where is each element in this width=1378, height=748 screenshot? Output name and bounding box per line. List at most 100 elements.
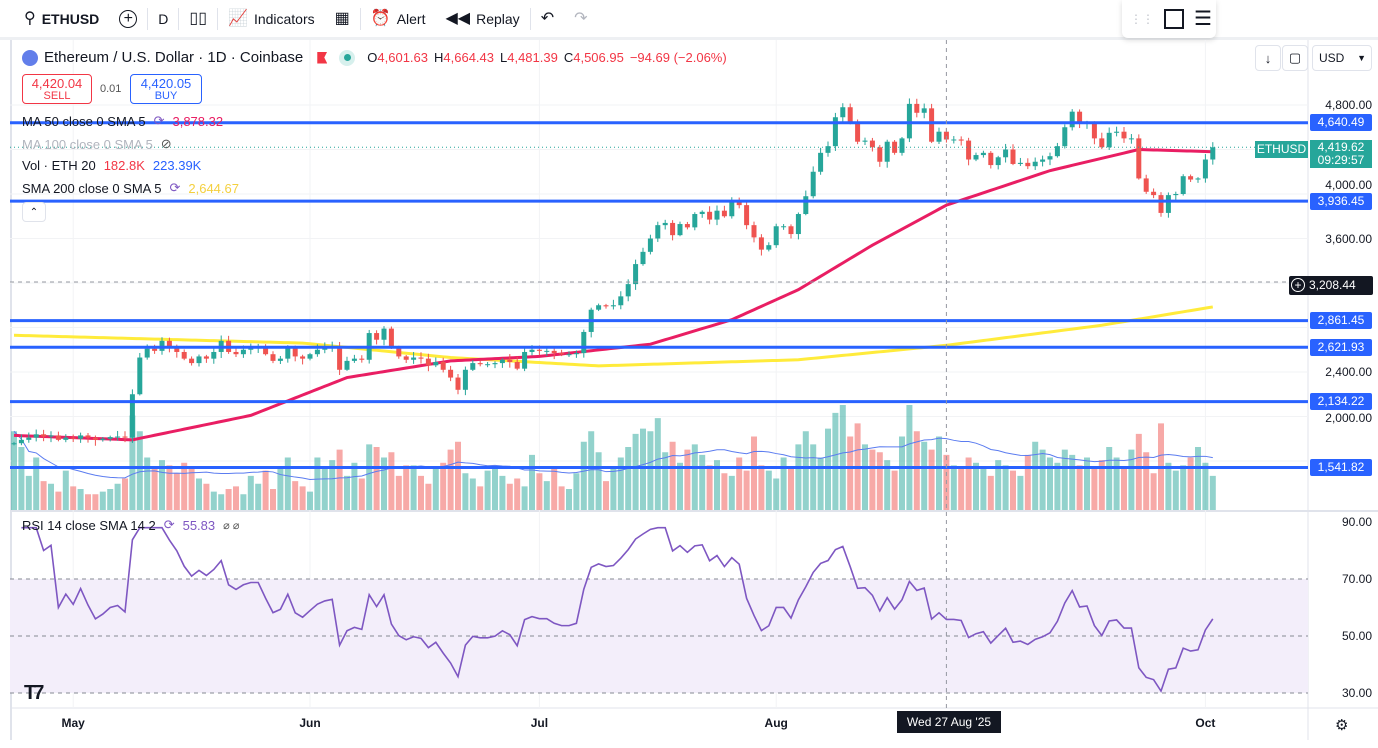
volume-bar — [1017, 475, 1024, 510]
chart-type-button[interactable]: ▯▯ — [179, 3, 217, 35]
candle-body — [573, 353, 579, 355]
volume-bar — [817, 457, 824, 510]
candle-body — [773, 226, 779, 246]
candle — [137, 352, 143, 396]
flag-icon[interactable] — [317, 51, 328, 64]
ohlc-values: O4,601.63 H4,664.43 L4,481.39 C4,506.95 … — [367, 50, 726, 65]
candle-body — [92, 437, 98, 440]
volume-bar — [284, 457, 291, 510]
sell-button[interactable]: 4,420.04 SELL — [22, 74, 92, 104]
candle-body — [943, 131, 949, 140]
candle — [433, 357, 439, 368]
volume-legend[interactable]: Vol · ETH 20 182.8K 223.39K — [22, 158, 201, 173]
sma200-legend[interactable]: SMA 200 close 0 SMA 5 ⟳ 2,644.67 — [22, 180, 239, 196]
volume-bar — [62, 470, 69, 510]
candle — [11, 441, 17, 446]
candle — [33, 429, 39, 442]
candle — [166, 337, 172, 353]
symbol-label: ETHUSD — [41, 10, 100, 27]
candle — [995, 155, 1001, 170]
candle-body — [129, 394, 135, 438]
candle-body — [751, 225, 757, 238]
candle — [115, 430, 121, 441]
candle — [1106, 127, 1112, 150]
replay-button[interactable]: ◀◀ Replay — [435, 3, 529, 35]
alarm-icon: ⏰ — [370, 9, 391, 27]
candle — [973, 152, 979, 162]
interval-button[interactable]: D — [148, 3, 178, 35]
chevron-up-icon: ⌃ — [29, 206, 39, 218]
candle — [684, 221, 690, 230]
candle-body — [292, 347, 298, 357]
currency-select[interactable]: USD ▼ — [1312, 45, 1372, 71]
candle — [522, 346, 528, 372]
volume-bar — [107, 489, 114, 510]
hidden-eye-icon[interactable]: ⊘ — [160, 136, 172, 151]
redo-button[interactable]: ↷ — [564, 3, 597, 35]
buy-button[interactable]: 4,420.05 BUY — [130, 74, 202, 104]
candle — [625, 279, 631, 302]
candle-body — [581, 331, 587, 354]
candle — [781, 224, 787, 230]
volume-bar — [166, 465, 173, 510]
rsi-legend[interactable]: RSI 14 close SMA 14 2 ⟳ 55.83 ⌀ ⌀ — [22, 517, 239, 533]
candle-body — [1128, 138, 1134, 140]
volume-bar — [151, 468, 158, 510]
candle-body — [1143, 178, 1149, 192]
undo-button[interactable]: ↶ — [531, 3, 564, 35]
candle — [825, 141, 831, 157]
drag-handle-icon[interactable]: ⋮⋮ — [1130, 12, 1154, 26]
rectangle-tool-icon[interactable] — [1164, 9, 1184, 29]
volume-bar — [743, 470, 750, 510]
sync-icon: ⟳ — [163, 517, 175, 532]
candle-body — [699, 211, 705, 215]
templates-button[interactable]: ▦ — [325, 3, 360, 35]
alert-label: Alert — [396, 10, 426, 27]
candle-body — [166, 340, 172, 348]
candle-body — [337, 346, 343, 370]
divider — [178, 7, 180, 30]
indicators-button[interactable]: 📈 Indicators — [218, 3, 325, 35]
collapse-legend-button[interactable]: ⌃ — [22, 202, 46, 222]
lines-tool-icon[interactable]: ☰ — [1194, 8, 1212, 30]
alert-button[interactable]: ⏰ Alert — [361, 3, 436, 35]
volume-bar — [344, 475, 350, 510]
candle — [440, 357, 446, 373]
settings-icon[interactable]: ⚙ — [1335, 717, 1349, 734]
candle — [647, 234, 653, 255]
compare-button[interactable]: + — [109, 3, 147, 35]
candle — [411, 351, 417, 364]
fullscreen-button[interactable]: ▢ — [1282, 45, 1308, 71]
volume-bar — [321, 468, 328, 510]
candle-body — [396, 347, 402, 357]
ma100-legend[interactable]: MA 100 close 0 SMA 5 ⊘ — [22, 136, 172, 152]
volume-bar — [136, 431, 143, 510]
scroll-to-latest-button[interactable]: ↓ — [1255, 45, 1281, 71]
candle — [1114, 126, 1120, 137]
candle-body — [33, 434, 39, 438]
candle — [1032, 157, 1038, 170]
volume-bar — [1076, 465, 1083, 510]
candle — [455, 374, 461, 395]
crosshair-date-label: Wed 27 Aug '25 — [897, 711, 1001, 733]
ma50-legend[interactable]: MA 50 close 0 SMA 5 ⟳ 3,878.32 — [22, 113, 223, 129]
candle — [307, 352, 313, 361]
candle-body — [1069, 111, 1075, 128]
candle-body — [122, 436, 128, 438]
candle-body — [714, 210, 720, 220]
volume-bar — [1202, 462, 1209, 510]
candle-body — [1010, 149, 1016, 164]
candle-body — [189, 358, 195, 364]
candle — [707, 206, 713, 225]
add-plus-icon[interactable]: + — [1291, 278, 1305, 292]
volume-bar — [980, 468, 987, 510]
tradingview-logo: T7 — [24, 682, 44, 704]
volume-bar — [1135, 433, 1142, 510]
candle-body — [973, 155, 979, 160]
candle — [736, 197, 742, 209]
symbol-search-button[interactable]: ⚲ ETHUSD — [14, 3, 109, 35]
volume-bar — [691, 444, 698, 510]
candle-body — [603, 305, 609, 307]
volume-bar — [551, 468, 558, 510]
